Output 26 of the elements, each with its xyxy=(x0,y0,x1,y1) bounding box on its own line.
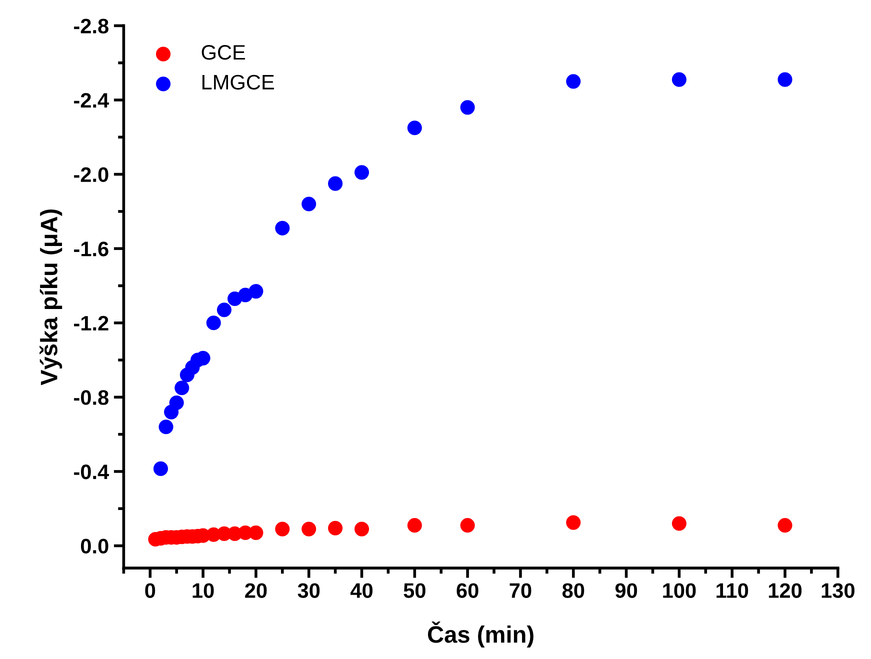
x-axis-title: Čas (min) xyxy=(428,622,534,648)
x-tick-label: 80 xyxy=(562,583,584,598)
x-tick-label: 90 xyxy=(615,583,638,598)
x-tick-label: 20 xyxy=(245,583,267,598)
legend-label: LMGCE xyxy=(202,74,274,90)
y-tick-label: 0.0 xyxy=(80,538,108,554)
y-tick-label: -1.2 xyxy=(74,316,108,330)
x-tick-label: 0 xyxy=(145,583,156,598)
x-tick-label: 40 xyxy=(350,583,372,598)
x-tick-label: 60 xyxy=(456,583,478,598)
y-tick-label: -2.8 xyxy=(74,18,108,34)
legend-label: GCE xyxy=(202,45,246,60)
y-axis-title: Výška píku (μA) xyxy=(40,209,62,386)
y-tick-label: -2.4 xyxy=(74,93,109,108)
x-tick-label: 110 xyxy=(716,583,748,598)
y-tick-label: -2.0 xyxy=(74,167,108,182)
x-tick-label: 50 xyxy=(404,583,426,598)
y-tick-label: -0.4 xyxy=(74,464,109,480)
y-tick-label: -0.8 xyxy=(74,390,108,405)
x-tick-label: 70 xyxy=(510,583,532,598)
y-tick-label: -1.6 xyxy=(74,242,108,256)
x-tick-label: 100 xyxy=(663,583,696,598)
x-tick-label: 30 xyxy=(298,583,320,598)
x-tick-label: 10 xyxy=(192,583,214,598)
x-tick-label: 130 xyxy=(822,583,854,598)
x-tick-label: 120 xyxy=(768,583,802,598)
